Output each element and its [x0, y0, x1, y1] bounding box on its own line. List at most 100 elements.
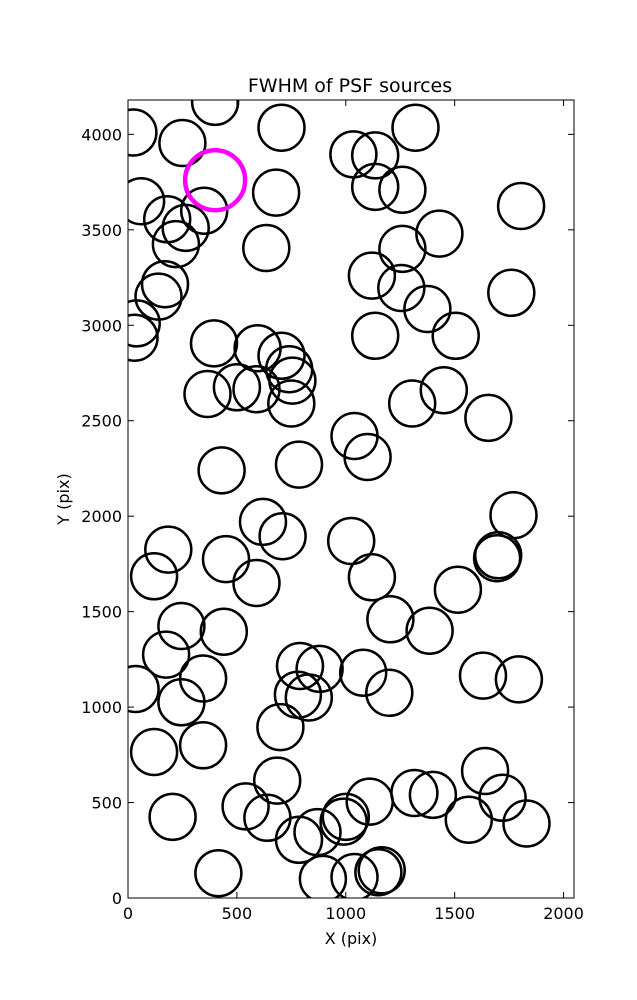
y-tick-label: 500	[91, 794, 122, 813]
source-marker	[298, 854, 348, 898]
x-tick-label: 2000	[543, 904, 584, 923]
source-marker	[256, 702, 305, 752]
source-marker	[391, 103, 440, 152]
source-marker	[129, 727, 179, 777]
source-marker	[366, 595, 415, 644]
x-tick-label: 500	[222, 904, 253, 923]
y-tick-label: 1500	[81, 603, 122, 622]
source-marker	[502, 799, 551, 848]
source-marker	[268, 356, 317, 405]
source-marker	[378, 165, 427, 214]
source-marker	[221, 782, 270, 831]
source-marker	[157, 678, 206, 727]
source-marker	[293, 807, 342, 857]
source-marker	[319, 797, 368, 846]
source-marker	[194, 848, 243, 898]
source-marker	[365, 668, 414, 718]
source-marker	[390, 768, 439, 818]
source-marker	[128, 108, 158, 157]
source-marker	[330, 852, 379, 898]
source-marker	[238, 497, 288, 547]
source-marker	[258, 511, 307, 561]
x-tick-label: 1500	[434, 904, 475, 923]
source-marker	[161, 203, 210, 253]
source-marker	[378, 224, 427, 274]
source-marker	[350, 131, 400, 180]
source-marker	[183, 369, 232, 419]
source-marker	[257, 103, 306, 152]
source-marker	[242, 223, 291, 273]
source-marker	[433, 565, 483, 614]
source-marker	[431, 311, 480, 361]
source-marker	[151, 219, 201, 269]
axis-ticks: 0 500 1000 1500 2000 0 500 1000 1500 2000 2500 3000…	[81, 100, 584, 923]
source-marker	[338, 648, 388, 697]
data-markers	[128, 100, 551, 898]
source-marker	[232, 364, 281, 414]
source-marker	[458, 651, 508, 700]
source-marker	[403, 284, 452, 334]
source-marker	[144, 525, 193, 574]
source-marker	[212, 363, 262, 412]
source-marker	[257, 331, 306, 381]
source-marker	[128, 176, 166, 226]
source-marker	[464, 393, 513, 443]
source-marker	[415, 209, 464, 258]
source-marker	[460, 746, 510, 796]
source-marker	[148, 792, 197, 842]
source-marker	[419, 365, 469, 415]
source-marker	[343, 432, 392, 482]
source-marker	[405, 606, 454, 655]
y-tick-label: 4000	[81, 125, 122, 144]
source-marker	[354, 847, 403, 897]
source-marker	[408, 770, 458, 820]
y-tick-label: 3500	[81, 221, 122, 240]
source-marker	[128, 664, 160, 714]
source-marker	[350, 311, 400, 361]
source-marker	[141, 630, 191, 679]
source-marker	[487, 268, 536, 318]
source-marker	[444, 795, 494, 844]
source-marker	[178, 721, 228, 770]
source-marker	[275, 641, 325, 691]
y-tick-label: 3000	[81, 316, 122, 335]
source-marker	[357, 846, 406, 895]
source-marker	[199, 607, 249, 656]
source-marker	[128, 313, 159, 362]
source-marker	[274, 440, 324, 489]
chart-title: FWHM of PSF sources	[248, 75, 452, 97]
source-marker	[377, 263, 426, 313]
source-marker	[140, 259, 190, 309]
x-tick-label: 0	[123, 904, 133, 923]
x-tick-label: 1000	[325, 904, 366, 923]
source-marker	[284, 673, 334, 722]
source-marker	[128, 299, 161, 348]
source-marker	[347, 553, 397, 602]
source-marker	[496, 181, 546, 231]
x-axis-label: X (pix)	[325, 929, 378, 948]
source-marker	[347, 251, 397, 300]
plot-frame	[127, 99, 575, 899]
y-tick-label: 1000	[81, 698, 122, 717]
source-marker	[494, 655, 544, 704]
source-marker	[330, 411, 379, 461]
source-marker	[251, 168, 301, 217]
source-marker	[478, 773, 527, 823]
highlighted-source-marker	[182, 147, 248, 213]
source-marker	[201, 534, 251, 584]
source-marker	[321, 792, 371, 842]
source-marker	[157, 601, 206, 651]
source-marker	[158, 118, 207, 168]
source-marker	[189, 319, 239, 368]
source-marker	[129, 552, 179, 601]
source-marker	[350, 162, 400, 212]
source-marker	[267, 379, 316, 428]
source-marker	[179, 186, 229, 235]
y-tick-label: 0	[112, 889, 122, 908]
source-marker	[252, 756, 302, 805]
source-marker	[232, 558, 281, 608]
source-marker	[197, 446, 246, 495]
source-marker	[473, 531, 523, 580]
source-marker	[387, 379, 437, 428]
